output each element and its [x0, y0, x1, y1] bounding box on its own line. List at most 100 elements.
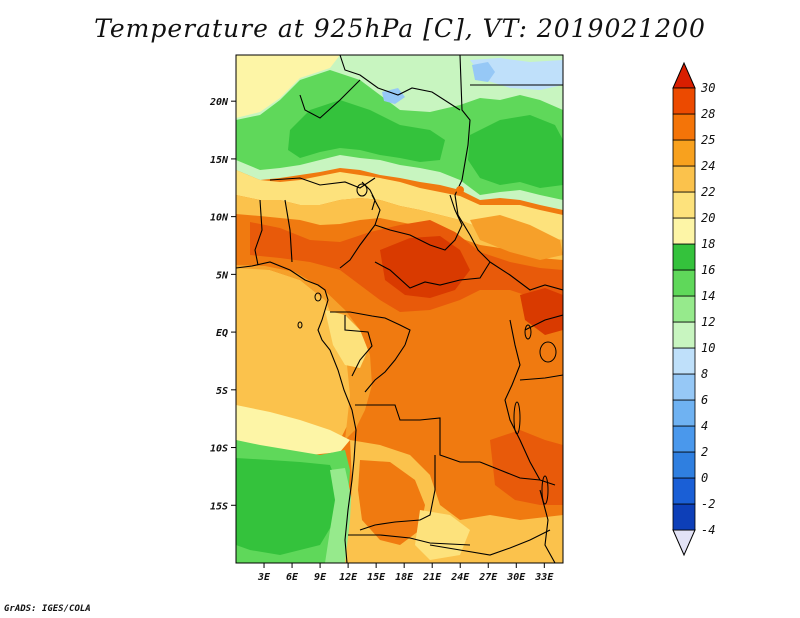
country-borders [236, 55, 563, 563]
map-frame [235, 54, 564, 564]
colorbar-level-label: 28 [701, 107, 715, 121]
colorbar-segment [672, 373, 696, 401]
colorbar-segment [672, 425, 696, 453]
colorbar-segment [672, 295, 696, 323]
colorbar-segment [672, 347, 696, 375]
colorbar-segment [672, 217, 696, 245]
field-ne-yellow-orange [470, 215, 563, 260]
colorbar-segment [672, 321, 696, 349]
colorbar-level-label: 30 [700, 81, 715, 95]
border-zambia-drc [479, 461, 556, 486]
field-south-orange [358, 460, 425, 545]
grads-credit: GrADS: IGES/COLA [4, 604, 91, 614]
latitude-axis: 20N 15N 10N 5N EQ 5S 10S 15S [209, 97, 236, 512]
colorbar-segment [672, 191, 696, 219]
field-west-yellow-orange [236, 265, 355, 452]
colorbar-level-label: 12 [701, 315, 715, 329]
colorbar-level-label: 16 [701, 263, 715, 277]
field-sw-green-dark [236, 458, 340, 555]
colorbar-level-label: 24 [701, 159, 715, 173]
colorbar-level-label: 6 [701, 393, 708, 407]
lon-tick-label: 33E [534, 572, 554, 583]
lake-malawi [541, 475, 549, 505]
border-uganda-kenya [524, 314, 563, 331]
border-chad-sudan [454, 179, 491, 263]
field-gabon-yellow [325, 310, 368, 368]
border-zambia-south [429, 529, 551, 556]
border-drc-angola [355, 404, 480, 463]
lon-tick-label: 3E [257, 572, 271, 583]
colorbar-segment [672, 139, 696, 167]
border-algeria-niger [339, 55, 461, 111]
lat-tick-label: EQ [216, 328, 228, 339]
colorbar-segment [672, 87, 696, 115]
field-n-blue-spot [472, 62, 495, 82]
lakes-islands [297, 183, 557, 505]
border-nigeria-cameroon [339, 194, 381, 269]
lon-tick-label: 21E [422, 572, 442, 583]
colorbar-segment [672, 451, 696, 479]
colorbar-under-triangle [672, 529, 696, 557]
border-chad-car [374, 194, 463, 251]
field-sahel-orange-light [236, 195, 563, 260]
island-bioko [314, 292, 322, 302]
lake-albert [524, 324, 532, 340]
temperature-field [236, 55, 563, 563]
lat-tick-label: 5S [216, 386, 228, 397]
colorbar-level-label: 10 [701, 341, 715, 355]
field-sw-pale-yellow [236, 405, 350, 455]
colorbar-segment [672, 269, 696, 297]
border-great-lakes [504, 319, 541, 481]
lake-tanganyika [513, 401, 521, 435]
colorbar-level-label: 20 [701, 211, 715, 225]
colorbar-over-triangle [672, 61, 696, 89]
field-west-orange-light [236, 265, 372, 440]
field-south-yellow [415, 510, 470, 560]
lon-tick-label: 12E [339, 572, 358, 583]
border-south-sudan [489, 261, 563, 291]
hot-spot-marker [456, 186, 464, 194]
border-gabon-congo [344, 315, 373, 377]
field-north-green-dark [288, 100, 445, 162]
lat-tick-label: 10S [210, 444, 228, 455]
island-sao-tome [297, 321, 303, 329]
border-cameroon-gabon [330, 311, 411, 346]
border-ghana-togo [284, 199, 293, 263]
border-west-africa-inland [254, 199, 263, 266]
border-mali-niger [299, 79, 361, 119]
colorbar-segment [672, 165, 696, 193]
colorbar-level-label: 2 [701, 445, 708, 459]
field-nw-pale-yellow [236, 55, 340, 118]
colorbar-level-label: -4 [701, 523, 715, 537]
lon-tick-label: 15E [367, 572, 386, 583]
lon-tick-label: 6E [286, 572, 299, 583]
colorbar-segment [672, 503, 696, 531]
lat-tick-label: 10N [210, 213, 229, 224]
field-se-red [490, 430, 563, 505]
field-ne-green-dark [468, 115, 563, 188]
colorbar-level-label: 14 [701, 289, 715, 303]
lat-tick-label: 15S [210, 501, 228, 512]
lat-tick-label: 15N [210, 155, 229, 166]
border-angola-namibia [348, 534, 471, 546]
colorbar-level-label: 4 [701, 419, 708, 433]
lake-victoria [539, 341, 557, 363]
lake-chad-shape [356, 183, 368, 197]
field-n-blue-spot2 [382, 88, 405, 104]
colorbar-level-label: -2 [701, 497, 715, 511]
lat-tick-label: 5N [216, 270, 229, 281]
colorbar-level-label: 25 [701, 133, 715, 147]
coastline-west-africa [236, 261, 357, 563]
border-mozambique [539, 489, 556, 563]
border-car-drc [374, 261, 491, 289]
lon-tick-label: 9E [314, 572, 327, 583]
field-n-pale-blue [470, 58, 563, 90]
lon-tick-label: 18E [395, 572, 414, 583]
border-angola-zambia [359, 455, 436, 531]
colorbar-level-label: 8 [701, 367, 708, 381]
lon-tick-label: 30E [506, 572, 526, 583]
colorbar-segment [672, 399, 696, 427]
border-tanzania [519, 374, 563, 381]
